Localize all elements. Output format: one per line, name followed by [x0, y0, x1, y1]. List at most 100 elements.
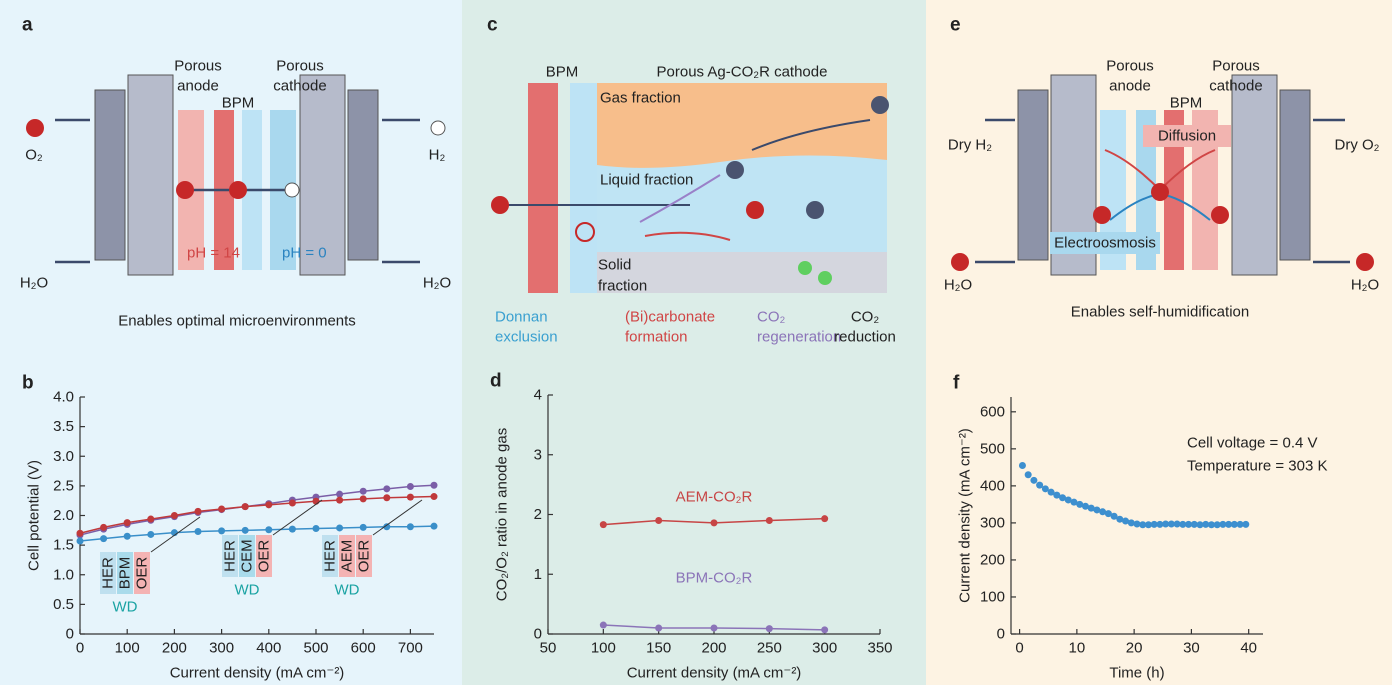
x-tick-label: 250: [757, 640, 782, 657]
label: H₂O: [1351, 277, 1379, 294]
cell-diagram-a: [26, 74, 446, 276]
x-tick-label: 100: [591, 640, 616, 657]
panel-label: a: [22, 15, 33, 36]
data-point: [1053, 491, 1061, 499]
x-tick-label: 600: [351, 640, 376, 657]
label: Porous: [276, 58, 324, 75]
label: Donnan: [495, 309, 548, 326]
y-tick-label: 1: [534, 566, 542, 583]
data-point: [1219, 520, 1227, 528]
label: (Bi)carbonate: [625, 309, 715, 326]
panel-bg: [926, 0, 1392, 685]
data-point: [1162, 520, 1170, 528]
data-point: [1059, 494, 1067, 502]
label: O₂: [25, 147, 43, 164]
label: H₂O: [423, 275, 451, 292]
data-point: [1133, 520, 1141, 528]
annotation-box: [100, 552, 116, 594]
data-point: [288, 499, 296, 507]
data-point: [1104, 510, 1112, 518]
y-tick-label: 100: [980, 588, 1005, 605]
y-tick-label: 0: [66, 626, 74, 643]
annotation-box: [239, 535, 255, 577]
label: regeneration: [757, 329, 841, 346]
caption: Enables optimal microenvironments: [118, 313, 356, 330]
data-point: [100, 523, 108, 531]
label: Dry H₂: [948, 137, 992, 154]
x-tick-label: 20: [1126, 640, 1143, 657]
label: Porous: [1212, 58, 1260, 75]
leader-line: [272, 499, 323, 536]
data-point: [765, 516, 773, 524]
data-point: [147, 530, 155, 538]
data-point: [194, 527, 202, 535]
annotation-box: [256, 535, 272, 577]
x-tick-label: 30: [1183, 640, 1200, 657]
x-tick-label: 200: [162, 640, 187, 657]
data-point: [1116, 515, 1124, 523]
label: anode: [177, 78, 219, 95]
data-point: [1242, 520, 1250, 528]
data-point: [1230, 520, 1238, 528]
label: H₂: [429, 147, 446, 164]
y-tick-label: 300: [980, 514, 1005, 531]
data-point: [765, 625, 773, 633]
data-point: [123, 532, 131, 540]
data-point: [383, 523, 391, 531]
data-point: [655, 624, 663, 632]
data-point: [1076, 500, 1084, 508]
annotation: Temperature = 303 K: [1187, 458, 1328, 475]
interface-diagram-c: [491, 83, 889, 293]
x-tick-label: 0: [76, 640, 84, 657]
data-point: [1202, 520, 1210, 528]
panel-label: e: [950, 15, 961, 36]
label: pH = 14: [187, 245, 240, 262]
data-point: [1070, 498, 1078, 506]
data-point: [1179, 520, 1187, 528]
data-point: [265, 501, 273, 509]
data-point: [1196, 521, 1204, 529]
x-tick-label: 200: [701, 640, 726, 657]
x-axis-label: Current density (mA cm⁻²): [170, 665, 345, 682]
annotation-box: [322, 535, 338, 577]
label: BPM: [1170, 95, 1203, 112]
annotation: WD: [335, 582, 360, 599]
label: H₂O: [20, 275, 48, 292]
y-tick-label: 1.5: [53, 537, 74, 554]
data-point: [406, 482, 414, 490]
data-point: [218, 505, 226, 513]
series-line: [79, 525, 435, 542]
data-point: [1156, 520, 1164, 528]
annotation-box: [339, 535, 355, 577]
data-point: [599, 621, 607, 629]
data-point: [406, 493, 414, 501]
x-tick-label: 400: [256, 640, 281, 657]
data-point: [1081, 502, 1089, 510]
data-point: [710, 519, 718, 527]
y-axis-label: Cell potential (V): [26, 460, 43, 571]
data-point: [430, 522, 438, 530]
x-tick-label: 700: [398, 640, 423, 657]
label: Electroosmosis: [1054, 235, 1156, 252]
data-point: [194, 507, 202, 515]
data-point: [288, 525, 296, 533]
data-point: [1036, 481, 1044, 489]
x-tick-label: 300: [209, 640, 234, 657]
label: Porous Ag-CO₂R cathode: [657, 64, 828, 81]
x-tick-label: 350: [867, 640, 892, 657]
series-line: [79, 495, 435, 535]
x-axis-label: Current density (mA cm⁻²): [627, 665, 802, 682]
data-point: [1122, 517, 1130, 525]
data-point: [599, 521, 607, 529]
annotation: WD: [235, 582, 260, 599]
data-point: [359, 523, 367, 531]
data-point: [1018, 462, 1026, 470]
data-point: [1047, 488, 1055, 496]
label: Porous: [174, 58, 222, 75]
x-tick-label: 100: [115, 640, 140, 657]
label: anode: [1109, 78, 1151, 95]
label: Porous: [1106, 58, 1154, 75]
data-point: [336, 490, 344, 498]
x-tick-label: 500: [303, 640, 328, 657]
